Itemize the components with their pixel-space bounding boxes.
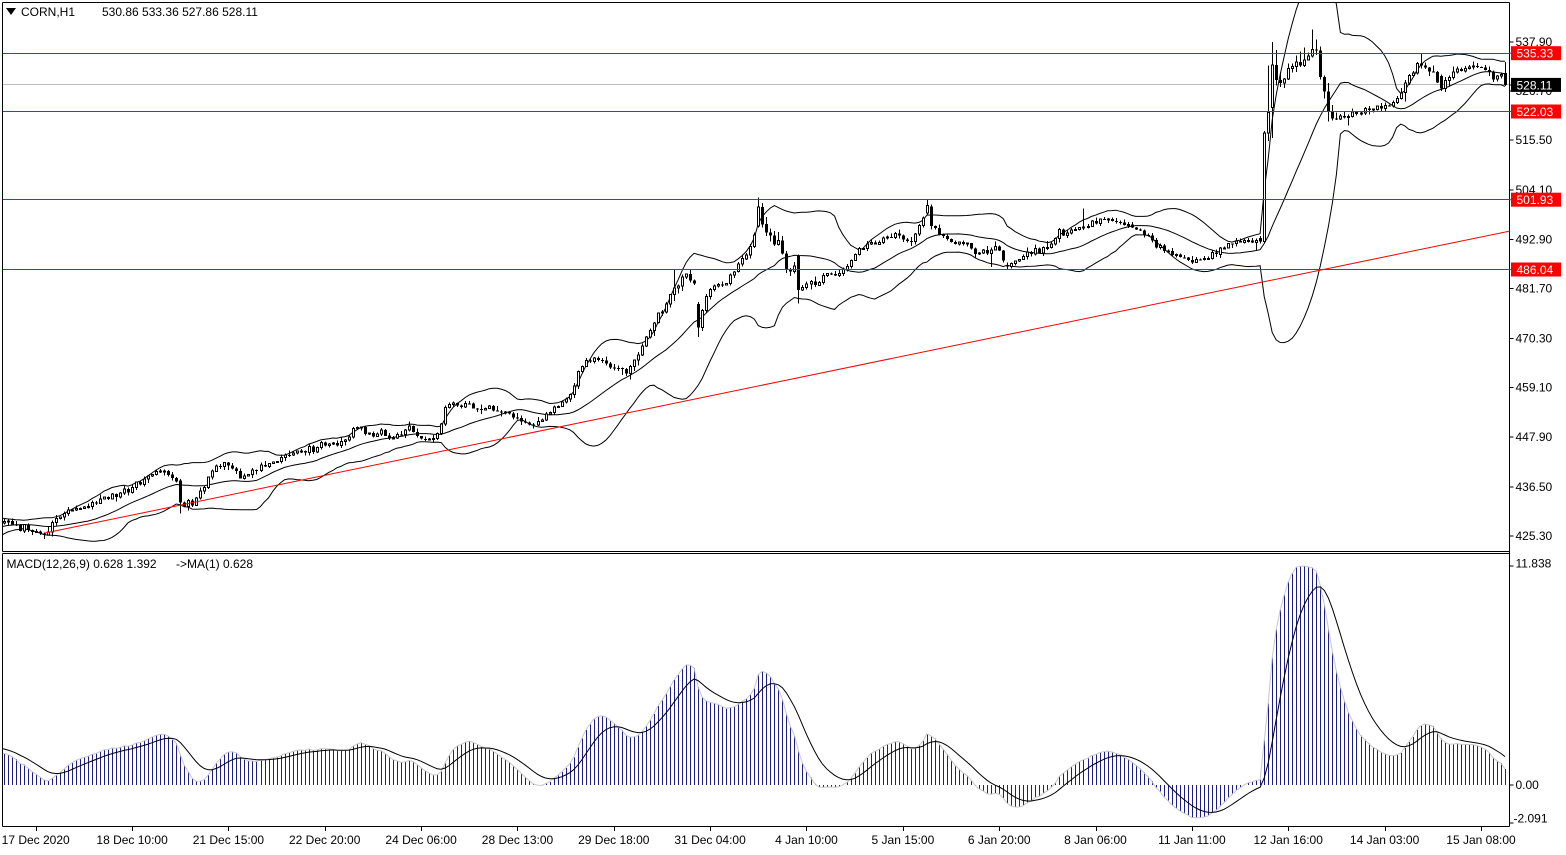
svg-text:522.03: 522.03	[1517, 105, 1554, 119]
svg-text:4 Jan 10:00: 4 Jan 10:00	[775, 833, 838, 847]
svg-text:11.838: 11.838	[1516, 557, 1552, 571]
svg-text:481.70: 481.70	[1516, 282, 1553, 296]
svg-text:-2.091: -2.091	[1514, 812, 1548, 826]
svg-text:28 Dec 13:00: 28 Dec 13:00	[482, 833, 554, 847]
svg-text:12 Jan 16:00: 12 Jan 16:00	[1253, 833, 1323, 847]
svg-text:470.30: 470.30	[1516, 332, 1553, 346]
svg-text:0.00: 0.00	[1516, 778, 1540, 792]
svg-text:459.10: 459.10	[1516, 381, 1553, 395]
svg-text:->MA(1) 0.628: ->MA(1) 0.628	[176, 557, 253, 571]
svg-text:17 Dec 2020: 17 Dec 2020	[2, 833, 70, 847]
svg-text:11 Jan 11:00: 11 Jan 11:00	[1158, 833, 1226, 847]
svg-text:8 Jan 06:00: 8 Jan 06:00	[1064, 833, 1127, 847]
svg-text:15 Jan 08:00: 15 Jan 08:00	[1446, 833, 1516, 847]
svg-text:425.30: 425.30	[1516, 529, 1553, 543]
svg-text:535.33: 535.33	[1517, 47, 1554, 61]
svg-text:21 Dec 15:00: 21 Dec 15:00	[193, 833, 265, 847]
svg-text:5 Jan 15:00: 5 Jan 15:00	[872, 833, 935, 847]
svg-text:14 Jan 03:00: 14 Jan 03:00	[1350, 833, 1420, 847]
svg-text:29 Dec 18:00: 29 Dec 18:00	[578, 833, 650, 847]
svg-text:528.11: 528.11	[1517, 78, 1553, 92]
svg-text:501.93: 501.93	[1517, 193, 1554, 207]
svg-text:537.90: 537.90	[1516, 35, 1553, 49]
svg-text:18 Dec 10:00: 18 Dec 10:00	[96, 833, 168, 847]
svg-text:486.04: 486.04	[1517, 263, 1554, 277]
svg-text:492.90: 492.90	[1516, 232, 1553, 246]
svg-text:530.86 533.36 527.86 528.11: 530.86 533.36 527.86 528.11	[102, 5, 258, 19]
svg-text:447.90: 447.90	[1516, 430, 1553, 444]
svg-text:22 Dec 20:00: 22 Dec 20:00	[289, 833, 361, 847]
svg-text:436.50: 436.50	[1516, 480, 1553, 494]
svg-text:31 Dec 04:00: 31 Dec 04:00	[674, 833, 746, 847]
svg-text:24 Dec 06:00: 24 Dec 06:00	[385, 833, 457, 847]
svg-text:6 Jan 20:00: 6 Jan 20:00	[968, 833, 1031, 847]
svg-text:MACD(12,26,9) 0.628 1.392: MACD(12,26,9) 0.628 1.392	[7, 557, 157, 571]
svg-text:515.50: 515.50	[1516, 133, 1553, 147]
svg-text:CORN,H1: CORN,H1	[21, 5, 75, 19]
